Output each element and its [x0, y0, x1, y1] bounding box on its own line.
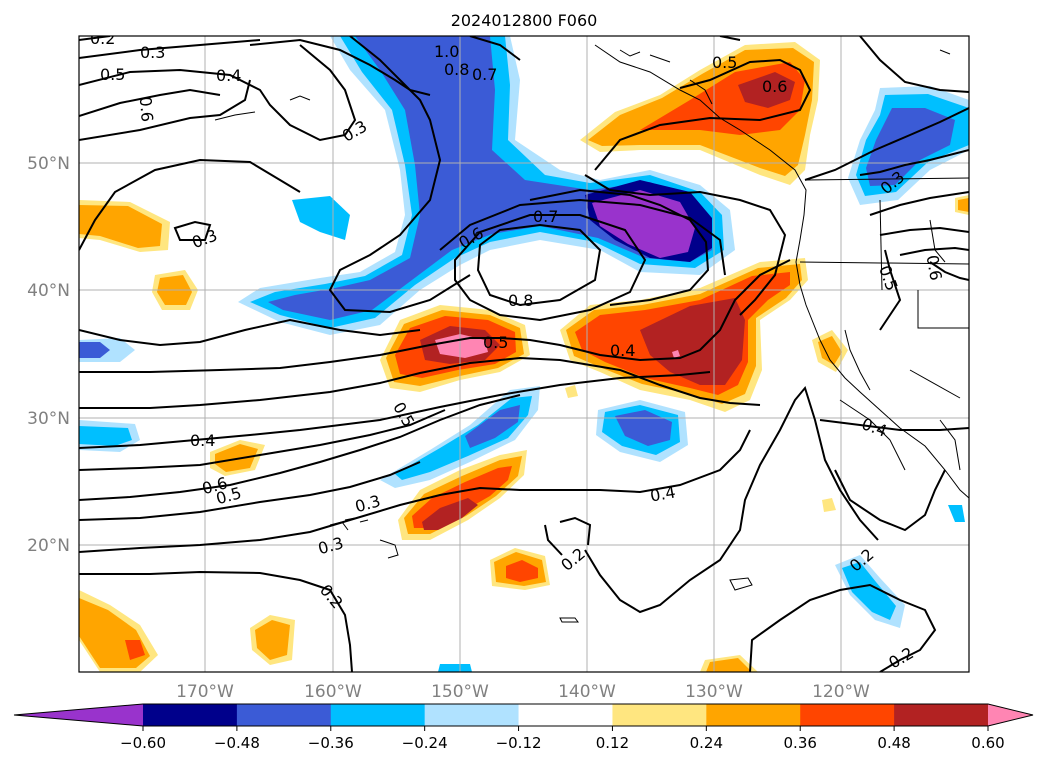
shade-ne-blue	[866, 108, 955, 186]
shade-p10	[255, 620, 290, 660]
shade-blob-5	[79, 426, 132, 446]
lat-label: 30°N	[27, 409, 70, 429]
lon-labels: 170°W 160°W 150°W 140°W 130°W 120°W	[176, 682, 870, 702]
colorbar-segment	[706, 704, 801, 726]
colorbar-segment	[236, 704, 332, 726]
shade-trough-blue	[268, 36, 712, 320]
contour-label: 1.0	[434, 42, 459, 61]
shade-p14	[958, 198, 969, 212]
colorbar-segment	[143, 704, 238, 726]
lon-label: 130°W	[685, 682, 743, 702]
shade-p5	[506, 560, 538, 582]
shade-blob-8	[615, 410, 672, 446]
lon-label: 140°W	[558, 682, 616, 702]
contour-label: 0.2	[90, 29, 115, 48]
shade-p16	[706, 658, 752, 672]
shade-trough-core	[592, 190, 695, 258]
shade-c-pink	[435, 334, 488, 358]
contour-label: 0.7	[533, 207, 558, 226]
shade-p17	[565, 385, 578, 398]
contour-label: 0.4	[610, 341, 635, 360]
shade-blob-1	[292, 196, 350, 240]
colorbar-segment	[800, 704, 895, 726]
colorbar-extend-min	[14, 704, 143, 726]
lon-label: 170°W	[176, 682, 234, 702]
shade-blob-12	[438, 664, 472, 672]
colorbar-extend-max	[988, 704, 1033, 726]
shade-blob-3	[79, 342, 110, 358]
contour-label: 0.8	[508, 291, 533, 310]
map-title: 2024012800 F060	[451, 11, 598, 30]
colorbar-segment	[330, 704, 426, 726]
colorbar-segment	[612, 704, 707, 726]
contour-label: 0.4	[190, 431, 215, 450]
shade-w-orange	[79, 205, 162, 248]
lat-label: 50°N	[27, 154, 70, 174]
colorbar-segment	[894, 704, 989, 726]
contour-label: 0.7	[472, 65, 497, 84]
contours	[79, 36, 969, 672]
lat-label: 20°N	[27, 536, 70, 556]
contour-label: 0.3	[140, 43, 165, 62]
shade-s-darkred	[422, 498, 478, 530]
shade-ce-darkred	[640, 298, 745, 385]
colorbar-tick-label: 0.60	[971, 734, 1004, 752]
colorbar-tick-label: 0.48	[877, 734, 910, 752]
lon-label: 160°W	[304, 682, 362, 702]
lon-label: 150°W	[431, 682, 489, 702]
colorbar-tick-label: −0.24	[402, 734, 448, 752]
lat-labels: 50°N 40°N 30°N 20°N	[27, 154, 70, 556]
shade-blob-10	[842, 562, 896, 620]
map-field: 0.2 0.3 0.5 0.4 0.6 0.3 1.0 0.8 0.7 0.5 …	[79, 29, 969, 672]
shade-p12	[818, 336, 842, 365]
shade-p8	[125, 640, 145, 660]
colorbar-tick-label: 0.24	[690, 734, 723, 752]
shade-ce-pink	[672, 350, 680, 358]
contour-label: 0.4	[649, 482, 677, 505]
shade-band-blue	[465, 405, 520, 448]
colorbar-tick-label: −0.12	[496, 734, 542, 752]
contour-label: 0.6	[923, 254, 946, 282]
colorbar-tick-label: 0.36	[784, 734, 817, 752]
contour-label: 0.6	[762, 77, 787, 96]
colorbar-segment	[518, 704, 613, 726]
contour-label: 0.5	[712, 53, 737, 72]
contour-label: 0.5	[100, 65, 125, 84]
colorbar-segment	[424, 704, 520, 726]
colorbar-tick-label: −0.48	[214, 734, 260, 752]
contour-label: 0.8	[444, 60, 469, 79]
colorbar: −0.60 −0.48 −0.36 −0.24 −0.12 0.12 0.24 0.36 0.4…	[13, 703, 1034, 752]
contour-label: 0.5	[483, 333, 508, 352]
colorbar-tick-label: −0.36	[308, 734, 354, 752]
contour-label: 0.4	[216, 66, 241, 85]
contour-label: 0.6	[136, 96, 157, 123]
colorbar-tick-label: 0.12	[596, 734, 629, 752]
colorbar-tick-label: −0.60	[120, 734, 166, 752]
lat-label: 40°N	[27, 281, 70, 301]
map-frame	[78, 35, 970, 673]
lon-label: 120°W	[812, 682, 870, 702]
shade-ne-darkred	[738, 72, 795, 108]
gridlines	[79, 36, 969, 672]
shade-blob-11	[948, 505, 965, 522]
shade-p18	[822, 498, 836, 512]
